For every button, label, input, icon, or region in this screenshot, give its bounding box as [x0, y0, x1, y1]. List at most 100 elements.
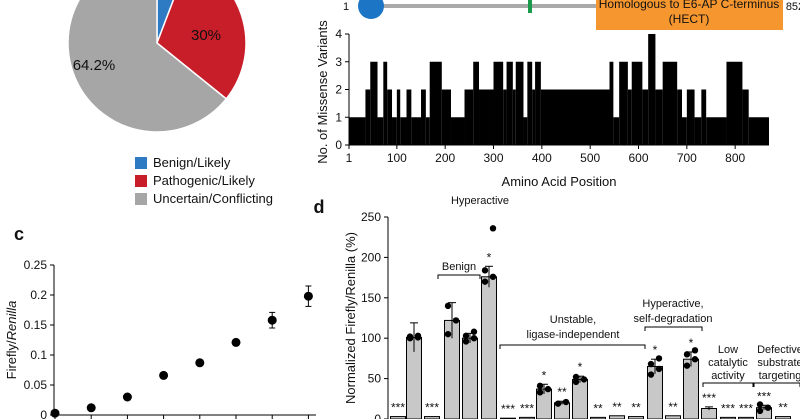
- c-y-axis-label: Firefly/Renilla: [4, 301, 19, 380]
- d-bar-20: [738, 416, 754, 419]
- d-annotation-7: ***: [501, 402, 515, 416]
- b-ytick-label-4: 4: [335, 27, 342, 41]
- b-xtick-label-300: 300: [483, 151, 503, 165]
- histogram-bar-42: [694, 117, 702, 145]
- histogram-bar-16: [450, 117, 465, 145]
- c-ytick-label-0.2: 0.2: [30, 288, 47, 302]
- d-dot-5-3: [481, 267, 489, 274]
- d-dot-14-2: [655, 365, 663, 373]
- group-label-unstable-2: ligase-independent: [527, 329, 620, 341]
- d-annotation-14: **: [631, 401, 641, 415]
- legend-pathogenic-label: Pathogenic/Likely: [153, 173, 255, 188]
- d-bar-19: [720, 416, 736, 419]
- d-dot-3-2: [452, 317, 460, 324]
- histogram-bar-22: [506, 61, 513, 145]
- bracket-unstable: [499, 344, 646, 349]
- histogram-bar-9: [400, 117, 407, 145]
- group-label-hyperactive: Hyperactive: [451, 195, 509, 207]
- b-ytick-label-3: 3: [335, 55, 342, 69]
- d-annotation-1: ***: [391, 401, 405, 415]
- c-ytick-label-0.15: 0.15: [24, 318, 48, 332]
- d-annotation-19: ***: [721, 401, 735, 415]
- d-dot-16-1: [683, 362, 691, 369]
- d-annotation-18: ***: [702, 391, 716, 405]
- d-dot-20-3: [756, 401, 764, 408]
- histogram-bar-20: [493, 61, 504, 145]
- group-label-low-activity-2: catalytic: [708, 357, 748, 369]
- group-label-unstable-1: Unstable,: [550, 314, 596, 326]
- d-dot-1-3: [406, 333, 414, 340]
- histogram-bar-27: [532, 89, 536, 145]
- group-label-self-degradation-2: self-degradation: [634, 313, 713, 325]
- b-x-axis-label: Amino Acid Position: [502, 174, 617, 189]
- protein-end-label: 852: [786, 1, 800, 13]
- c-point-7: [267, 315, 277, 325]
- d-bar-6: [481, 276, 497, 419]
- histogram-bar-46: [742, 89, 749, 145]
- b-ytick-label-2: 2: [335, 83, 342, 97]
- c-point-6: [231, 337, 241, 347]
- d-dot-4-3: [462, 332, 470, 339]
- b-xtick-label-400: 400: [532, 151, 552, 165]
- d-dot-14-1: [647, 371, 655, 378]
- b-xtick-label-600: 600: [628, 151, 648, 165]
- bracket-benign: [437, 274, 481, 279]
- d-dot-3-3: [444, 302, 452, 310]
- d-dot-9-2: [562, 398, 570, 406]
- bracket-defective: [753, 382, 800, 387]
- d-dot-14-3: [647, 360, 655, 368]
- histogram-bar-28: [535, 61, 541, 145]
- histogram-bar-7: [392, 117, 397, 145]
- c-point-2: [86, 403, 96, 413]
- d-ytick-label-0: 0: [374, 412, 381, 419]
- pie-slice-2: [156, 0, 247, 100]
- d-dot-10-3: [572, 373, 580, 381]
- b-xtick-label-700: 700: [677, 151, 697, 165]
- b-ytick-label-1: 1: [335, 110, 342, 124]
- c-point-3: [122, 392, 132, 402]
- d-bar-13: [609, 415, 625, 419]
- b-xtick-label-100: 100: [387, 151, 407, 165]
- histogram-bar-44: [706, 117, 727, 145]
- d-dot-1-4: [414, 332, 422, 339]
- d-dot-3-1: [444, 330, 452, 338]
- histogram-bar-39: [677, 89, 683, 145]
- d-annotation-9: *: [542, 368, 547, 382]
- d-bar-16: [665, 415, 681, 419]
- d-annotation-12: **: [593, 401, 603, 415]
- histogram-bar-3: [370, 61, 378, 145]
- d-dot-9-1: [554, 400, 562, 407]
- pie-slice-1: [156, 0, 175, 44]
- c-point-8: [303, 291, 313, 301]
- c-point-5: [195, 358, 205, 368]
- d-dot-16-2: [691, 356, 699, 363]
- d-dot-5-1: [481, 278, 489, 285]
- group-label-defective-1: Defective: [757, 344, 800, 356]
- d-bar-8: [519, 416, 535, 419]
- d-dot-14-4: [655, 355, 663, 362]
- d-dot-5-4: [489, 225, 497, 232]
- histogram-bar-47: [748, 117, 769, 145]
- histogram-bar-11: [411, 117, 422, 145]
- d-ytick-label-200: 200: [361, 250, 381, 264]
- d-annotation-13: **: [612, 400, 622, 414]
- histogram-bar-40: [682, 117, 687, 145]
- histogram-bar-41: [686, 89, 695, 145]
- legend-uncertain-label: Uncertain/Conflicting: [153, 191, 273, 206]
- pie-label-pathogenic: 30%: [191, 27, 221, 44]
- histogram-bar-14: [429, 61, 442, 145]
- histogram-bar-23: [512, 89, 516, 145]
- hect-label-line2: (HECT): [669, 12, 710, 26]
- group-label-defective-3: targeting: [759, 370, 800, 382]
- d-ytick-label-150: 150: [361, 291, 381, 305]
- group-label-benign: Benign: [442, 261, 476, 273]
- group-label-low-activity-1: Low: [718, 344, 738, 356]
- legend-uncertain-swatch: [135, 193, 147, 205]
- d-annotation-3: ***: [425, 401, 439, 415]
- d-annotation-15: *: [653, 343, 658, 357]
- legend-benign-label: Benign/Likely: [153, 155, 231, 170]
- histogram-bar-32: [619, 61, 628, 145]
- d-y-axis-label: Normalized Firefly/Renilla (%): [343, 232, 358, 404]
- histogram-bar-15: [441, 89, 451, 145]
- group-label-self-degradation-1: Hyperactive,: [642, 298, 703, 310]
